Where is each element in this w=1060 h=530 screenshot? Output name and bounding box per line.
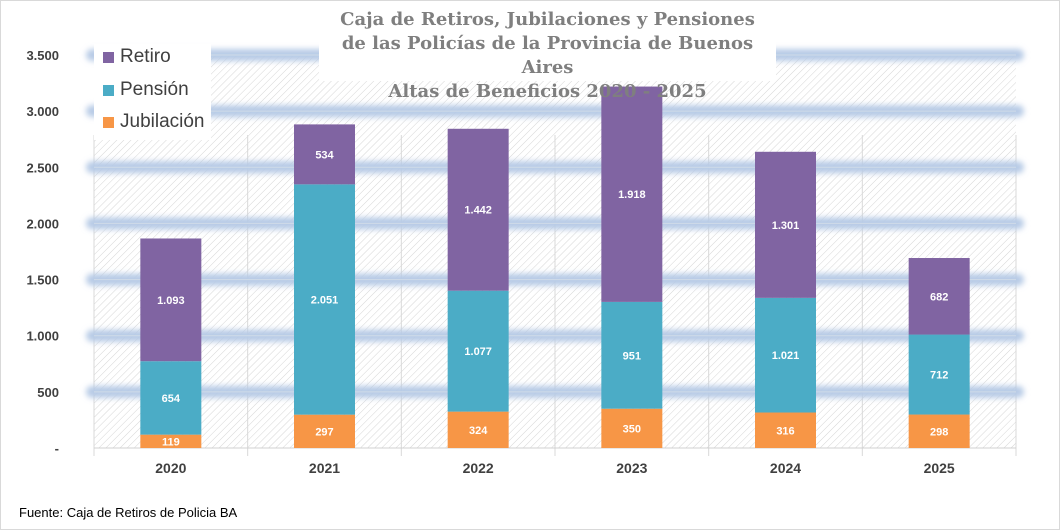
y-tick-label: 1.000 bbox=[26, 329, 59, 344]
data-label: 951 bbox=[623, 350, 641, 362]
data-label: 119 bbox=[162, 436, 180, 448]
data-label: 324 bbox=[469, 425, 488, 437]
bar-segment-pensión bbox=[755, 297, 816, 413]
y-tick-label: 3.000 bbox=[26, 104, 59, 119]
legend-swatch-pension bbox=[103, 84, 114, 96]
x-tick-label: 2025 bbox=[924, 460, 955, 476]
bar-segment-retiro bbox=[755, 151, 816, 298]
data-label: 316 bbox=[776, 425, 794, 437]
bar-segment-jubilación bbox=[294, 414, 355, 448]
bar-segment-retiro bbox=[601, 86, 663, 302]
bar-segment-retiro bbox=[140, 238, 202, 362]
bar-segment-pensión bbox=[294, 184, 355, 415]
legend-item-retiro: Retiro bbox=[103, 46, 171, 68]
title-line-1: Caja de Retiros, Jubilaciones y Pensione… bbox=[340, 9, 755, 30]
y-tick-label: 1.500 bbox=[26, 273, 59, 288]
data-label: 1.021 bbox=[772, 350, 800, 362]
legend-label: Pensión bbox=[120, 79, 189, 100]
y-tick-label: 2.500 bbox=[26, 160, 59, 175]
data-label: 1.301 bbox=[772, 220, 800, 232]
data-label: 1.077 bbox=[464, 346, 492, 358]
data-label: 1.918 bbox=[618, 189, 646, 201]
source-note: Fuente: Caja de Retiros de Policia BA bbox=[19, 505, 238, 520]
data-label: 2.051 bbox=[311, 295, 339, 307]
x-tick-label: 2023 bbox=[616, 460, 647, 476]
legend-item-pension: Pensión bbox=[103, 79, 189, 101]
bar-segment-retiro bbox=[294, 124, 355, 185]
bar-segment-retiro bbox=[447, 128, 509, 291]
legend: Retiro Pensión Jubilación bbox=[94, 44, 211, 140]
data-label: 298 bbox=[930, 426, 948, 438]
x-tick-label: 2022 bbox=[463, 460, 494, 476]
legend-label: Retiro bbox=[120, 46, 171, 67]
chart-title: Caja de Retiros, Jubilaciones y Pensione… bbox=[319, 5, 776, 102]
bar-segment-jubilación bbox=[140, 434, 202, 448]
title-line-2: de las Policías de la Provincia de Bueno… bbox=[341, 33, 754, 78]
bar-segment-jubilación bbox=[601, 408, 663, 448]
y-tick-label: 500 bbox=[37, 385, 59, 400]
bar-segment-jubilación bbox=[908, 414, 970, 448]
title-line-3: Altas de Beneficios 2020 - 2025 bbox=[388, 81, 707, 102]
y-tick-label: 2.000 bbox=[26, 216, 59, 231]
y-tick-label: - bbox=[55, 441, 59, 456]
bar-segment-pensión bbox=[140, 361, 202, 435]
bar-segment-pensión bbox=[908, 334, 970, 415]
legend-swatch-jubilacion bbox=[103, 116, 114, 128]
data-label: 1.093 bbox=[157, 295, 185, 307]
bar-segment-pensión bbox=[447, 290, 509, 412]
legend-item-jubilacion: Jubilación bbox=[103, 111, 205, 133]
data-label: 534 bbox=[315, 149, 334, 161]
data-label: 350 bbox=[623, 423, 641, 435]
data-label: 682 bbox=[930, 291, 948, 303]
legend-swatch-retiro bbox=[103, 51, 114, 63]
x-tick-label: 2024 bbox=[770, 460, 801, 476]
y-tick-label: 3.500 bbox=[26, 48, 59, 63]
data-label: 712 bbox=[930, 370, 948, 382]
data-label: 654 bbox=[162, 393, 181, 405]
legend-label: Jubilación bbox=[120, 111, 205, 132]
data-label: 1.442 bbox=[464, 205, 492, 217]
bar-segment-pensión bbox=[601, 301, 663, 409]
x-tick-label: 2020 bbox=[155, 460, 186, 476]
x-tick-label: 2021 bbox=[309, 460, 340, 476]
bar-segment-jubilación bbox=[755, 412, 816, 448]
data-label: 297 bbox=[315, 426, 333, 438]
bar-segment-jubilación bbox=[447, 411, 509, 448]
bar-segment-retiro bbox=[908, 258, 970, 335]
